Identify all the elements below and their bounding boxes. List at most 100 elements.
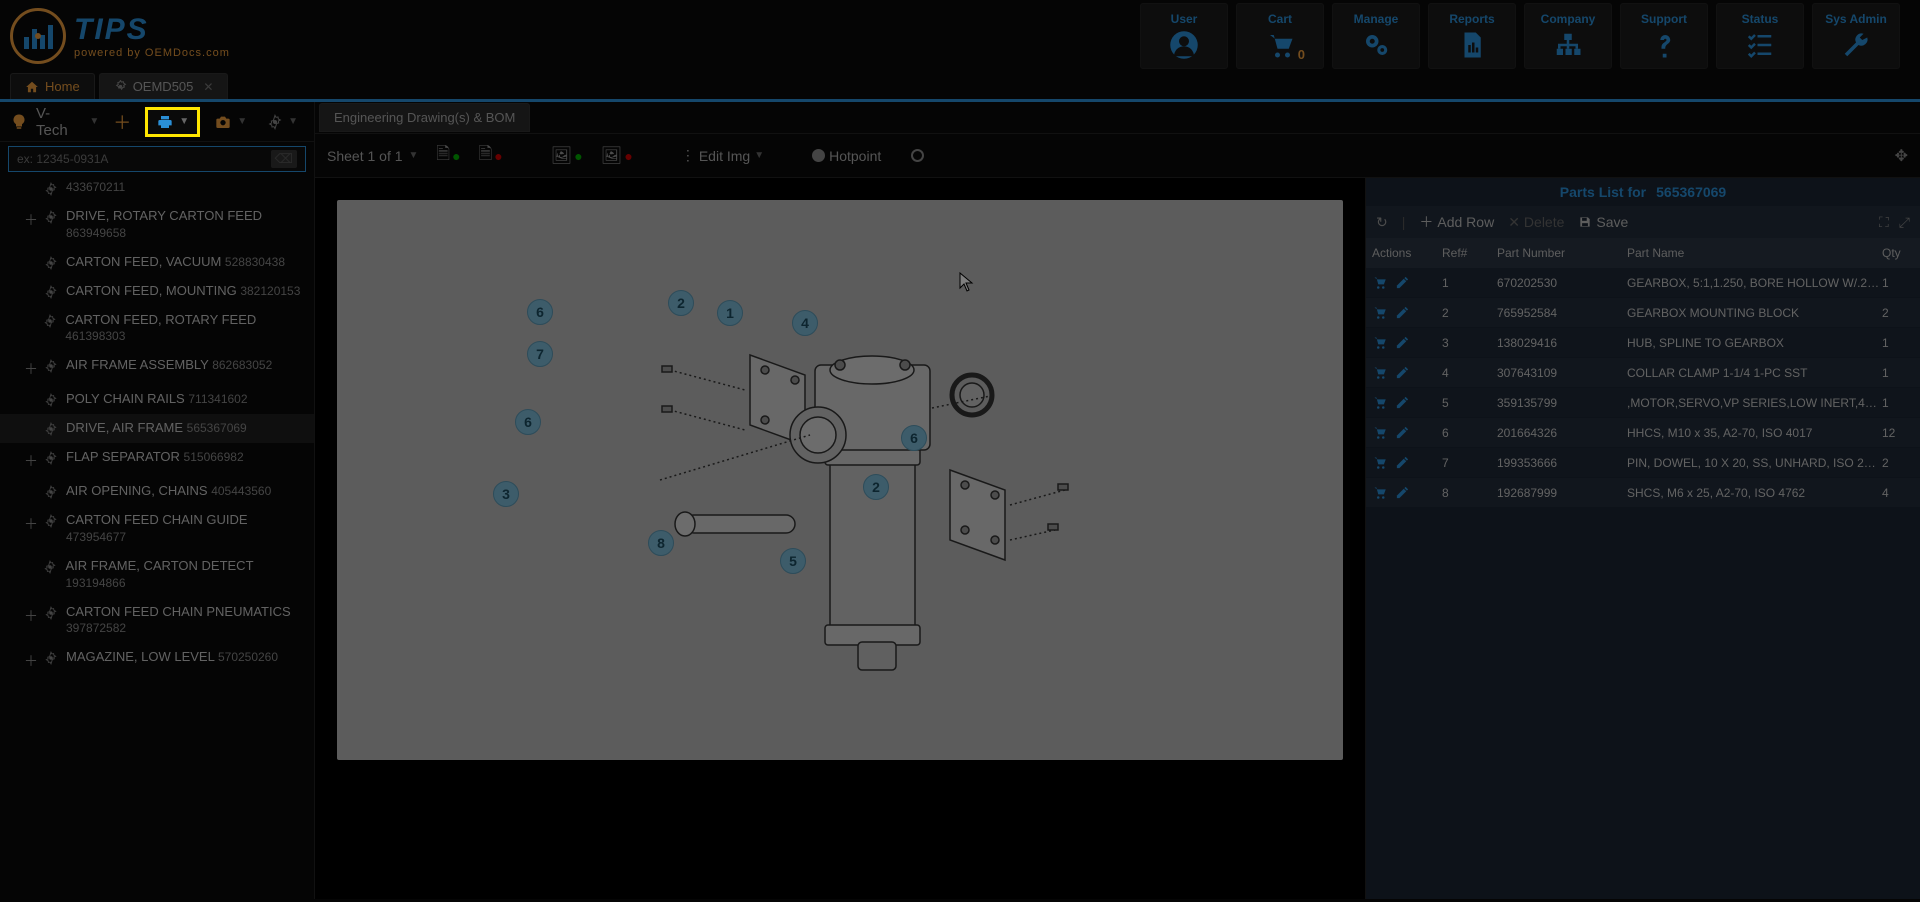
cell-partnumber: 201664326 [1497,426,1627,440]
cog-icon [44,210,58,224]
move-icon[interactable]: ✥ [1895,146,1908,166]
table-row[interactable]: 3 138029416 HUB, SPLINE TO GEARBOX 1 [1366,328,1920,358]
add-sheet-button[interactable]: 🗎● [436,141,460,170]
logo[interactable]: TIPS powered by OEMDocs.com [10,8,230,64]
tab-home[interactable]: Home [10,73,95,99]
table-row[interactable]: 4 307643109 COLLAR CLAMP 1-1/4 1-PC SST … [1366,358,1920,388]
table-row[interactable]: 7 199353666 PIN, DOWEL, 10 X 20, SS, UNH… [1366,448,1920,478]
edit-icon[interactable] [1395,425,1410,440]
edit-icon[interactable] [1395,365,1410,380]
cart-icon[interactable] [1372,305,1387,320]
table-row[interactable]: 6 201664326 HHCS, M10 x 35, A2-70, ISO 4… [1366,418,1920,448]
save-button[interactable]: Save [1578,214,1628,230]
cell-partname: PIN, DOWEL, 10 X 20, SS, UNHARD, ISO 233… [1627,456,1882,470]
radio-empty-icon[interactable] [911,149,924,162]
cart-icon[interactable] [1372,335,1387,350]
table-row[interactable]: 2 765952584 GEARBOX MOUNTING BLOCK 2 [1366,298,1920,328]
edit-icon[interactable] [1395,395,1410,410]
close-icon[interactable]: ✕ [203,80,213,94]
expand-icon[interactable]: ＋ [24,210,36,230]
tree-item[interactable]: POLY CHAIN RAILS 711341602 [0,385,314,414]
edit-icon[interactable] [1395,485,1410,500]
tree-item[interactable]: ＋ CARTON FEED CHAIN GUIDE 473954677 [0,506,314,552]
hotpoint-1[interactable]: 1 [717,300,743,326]
tree-item[interactable]: CARTON FEED, MOUNTING 382120153 [0,277,314,306]
tree-item[interactable]: ＋ FLAP SEPARATOR 515066982 [0,443,314,477]
drawing-canvas[interactable]: 62147636258 [337,200,1343,760]
org-icon [1553,30,1583,60]
hotpoint-2[interactable]: 2 [668,290,694,316]
hotpoint-5[interactable]: 5 [780,548,806,574]
compress-icon[interactable]: ⛶ [1879,214,1889,231]
expand-icon[interactable]: ＋ [24,651,36,671]
cart-icon[interactable] [1372,455,1387,470]
table-row[interactable]: 1 670202530 GEARBOX, 5:1,1.250, BORE HOL… [1366,268,1920,298]
expand-icon[interactable]: ＋ [24,359,36,379]
topnav-label: Reports [1449,12,1494,26]
add-button[interactable]: ＋ [107,105,137,139]
tree-item[interactable]: ＋ MAGAZINE, LOW LEVEL 570250260 [0,643,314,677]
sheet-selector[interactable]: Sheet 1 of 1 ▼ [327,148,418,164]
hotpoint-3[interactable]: 3 [493,481,519,507]
tree-item[interactable]: ＋ CARTON FEED CHAIN PNEUMATICS 397872582 [0,598,314,644]
table-row[interactable]: 8 192687999 SHCS, M6 x 25, A2-70, ISO 47… [1366,478,1920,508]
delete-button: ✕ Delete [1508,214,1564,231]
expand-icon[interactable]: ＋ [24,606,36,626]
edit-icon[interactable] [1395,275,1410,290]
edit-icon[interactable] [1395,335,1410,350]
bulb-icon[interactable] [10,113,28,131]
camera-button[interactable]: ▼ [208,110,253,134]
print-button[interactable]: ▼ [145,107,200,137]
tab-document[interactable]: OEMD505 ✕ [99,73,229,99]
add-image-button[interactable]: 🖼● [551,146,583,166]
hotpoint-2[interactable]: 2 [863,474,889,500]
tree-item[interactable]: AIR FRAME, CARTON DETECT 193194866 [0,552,314,598]
expand-icon[interactable]: ＋ [24,451,36,471]
hotpoint-6[interactable]: 6 [527,299,553,325]
hotpoint-6[interactable]: 6 [515,409,541,435]
topnav-user[interactable]: User [1140,3,1228,69]
tree-item[interactable]: DRIVE, AIR FRAME 565367069 [0,414,314,443]
topnav-company[interactable]: Company [1524,3,1612,69]
cart-icon[interactable] [1372,275,1387,290]
settings-button[interactable]: ▼ [261,110,304,134]
hotpoint-4[interactable]: 4 [792,310,818,336]
topnav-status[interactable]: Status [1716,3,1804,69]
expand-icon[interactable]: ⤢ [1899,214,1910,231]
cart-icon[interactable] [1372,485,1387,500]
refresh-button[interactable]: ↻ [1376,214,1388,231]
table-row[interactable]: 5 359135799 ,MOTOR,SERVO,VP SERIES,LOW I… [1366,388,1920,418]
tree-item[interactable]: ＋ AIR FRAME ASSEMBLY 862683052 [0,351,314,385]
edit-icon[interactable] [1395,305,1410,320]
hotpoint-8[interactable]: 8 [648,530,674,556]
tree-item[interactable]: AIR OPENING, CHAINS 405443560 [0,477,314,506]
search-input[interactable] [17,152,271,166]
cart-icon[interactable] [1372,425,1387,440]
edit-image-button[interactable]: ⋮ Edit Img ▼ [681,147,764,164]
hotpoint-6[interactable]: 6 [901,425,927,451]
tree-item[interactable]: 433670211 [0,180,314,202]
remove-image-button[interactable]: 🖼● [601,146,633,166]
logo-title: TIPS [74,13,230,47]
tree-item[interactable]: CARTON FEED, VACUUM 528830438 [0,248,314,277]
tree-item[interactable]: CARTON FEED, ROTARY FEED 461398303 [0,306,314,352]
sub-tab-drawing[interactable]: Engineering Drawing(s) & BOM [319,103,530,132]
tree-item[interactable]: ＋ DRIVE, ROTARY CARTON FEED 863949658 [0,202,314,248]
hotpoint-7[interactable]: 7 [527,341,553,367]
clear-icon[interactable]: ⌫ [271,150,297,168]
topnav-reports[interactable]: Reports [1428,3,1516,69]
cart-icon[interactable] [1372,395,1387,410]
image-icon: 🖼 [601,146,623,166]
brand-dropdown[interactable]: V-Tech [36,105,79,139]
edit-icon[interactable] [1395,455,1410,470]
topnav-manage[interactable]: Manage [1332,3,1420,69]
topnav-cart[interactable]: Cart 0 [1236,3,1324,69]
topnav-support[interactable]: Support [1620,3,1708,69]
remove-sheet-button[interactable]: 🗎● [479,141,503,170]
expand-icon[interactable]: ＋ [24,514,36,534]
add-row-button[interactable]: ＋ Add Row [1419,212,1494,232]
cart-icon[interactable] [1372,365,1387,380]
topnav-sys-admin[interactable]: Sys Admin [1812,3,1900,69]
tree-item-name: CARTON FEED, VACUUM 528830438 [66,254,285,271]
hotpoint-toggle[interactable]: Hotpoint [812,148,881,164]
